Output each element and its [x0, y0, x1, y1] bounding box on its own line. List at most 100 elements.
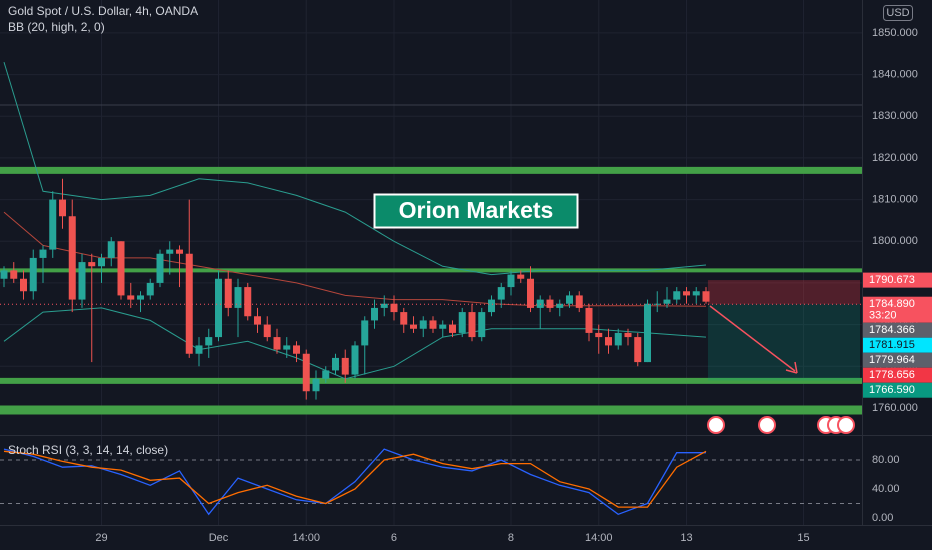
- candle-body: [497, 287, 505, 300]
- candle-body: [10, 270, 18, 279]
- candle-body: [351, 345, 359, 375]
- rsi-title: Stoch RSI (3, 3, 14, 14, close): [8, 443, 168, 457]
- x-tick-label: 8: [508, 532, 514, 544]
- plot-layer: [0, 61, 862, 516]
- candle-body: [214, 278, 222, 338]
- x-tick-label: Dec: [209, 532, 229, 544]
- x-tick-label: 13: [680, 532, 692, 544]
- currency: USD: [886, 7, 909, 19]
- indicator-label: BB (20, high, 2, 0): [8, 20, 105, 34]
- candle-body: [117, 241, 125, 296]
- rsi-line: [3, 448, 706, 516]
- candle-body: [643, 303, 651, 363]
- price-marker: [863, 322, 932, 338]
- candle-body: [361, 320, 369, 346]
- y-tick-label: 80.00: [872, 454, 900, 466]
- candle-body: [156, 253, 164, 283]
- candle-body: [263, 324, 271, 338]
- annotation-text: Orion Markets: [399, 197, 554, 223]
- candle-body: [458, 312, 466, 333]
- candle-body: [195, 345, 203, 354]
- candle-body: [341, 357, 349, 375]
- price-marker: [863, 272, 932, 288]
- price-marker-label: 1779.964: [869, 354, 915, 366]
- y-tick-label: 1840.000: [872, 68, 918, 80]
- price-marker-label: 1784.890: [869, 298, 915, 310]
- candle-body: [390, 303, 398, 313]
- candle-body: [88, 262, 96, 267]
- rsi-line: [3, 450, 707, 508]
- candle-body: [175, 249, 183, 254]
- candle-body: [380, 303, 388, 308]
- candle-body: [507, 274, 515, 288]
- candle-body: [448, 324, 456, 333]
- countdown: 33:20: [869, 310, 897, 322]
- candle-body: [253, 316, 261, 325]
- chart-title: Gold Spot / U.S. Dollar, 4h, OANDA: [8, 4, 198, 18]
- candle-body: [273, 337, 281, 350]
- annotation-box: [373, 193, 579, 229]
- y-tick-label: 1800.000: [872, 235, 918, 247]
- price-marker-label: 1790.673: [869, 274, 915, 286]
- candle-body: [419, 320, 427, 329]
- candle-body: [604, 337, 612, 346]
- candle-body: [166, 249, 174, 254]
- y-tick-label: 1760.000: [872, 402, 918, 414]
- candle-body: [702, 291, 710, 302]
- bb-upper: [3, 61, 707, 276]
- price-marker-label: 1766.590: [869, 384, 915, 396]
- candle-body: [575, 295, 583, 308]
- candle-body: [682, 291, 690, 296]
- x-tick-label: 29: [95, 532, 107, 544]
- x-tick-label: 14:00: [292, 532, 320, 544]
- candle-body: [595, 332, 603, 338]
- candle-body: [283, 345, 291, 350]
- candle-body: [224, 278, 232, 308]
- candle-body: [546, 299, 554, 308]
- candle-body: [136, 295, 144, 300]
- candle-body: [29, 257, 37, 292]
- price-marker-label: 1784.366: [869, 324, 915, 336]
- x-tick-label: 6: [391, 532, 397, 544]
- candle-body: [624, 332, 632, 338]
- candle-body: [97, 257, 105, 267]
- candle-body: [244, 287, 252, 317]
- candle-body: [331, 357, 339, 371]
- candle-body: [127, 295, 135, 300]
- candle-body: [19, 278, 27, 292]
- event-flag[interactable]: [758, 416, 776, 434]
- candle-body: [78, 262, 86, 300]
- y-tick-label: 1850.000: [872, 27, 918, 39]
- arrow-line: [709, 305, 796, 372]
- event-flag[interactable]: [837, 416, 855, 434]
- candle-body: [39, 249, 47, 258]
- y-tick-label: 0.00: [872, 512, 893, 524]
- y-tick-label: 1810.000: [872, 193, 918, 205]
- price-marker: [863, 337, 932, 353]
- candle-body: [614, 332, 622, 346]
- candle-body: [234, 287, 242, 308]
- arrow-head: [785, 361, 798, 374]
- price-marker-label: 1778.656: [869, 369, 915, 381]
- y-tick-label: 1830.000: [872, 110, 918, 122]
- candle-body: [0, 270, 8, 279]
- candle-body: [370, 307, 378, 321]
- event-flag[interactable]: [707, 416, 725, 434]
- candle-body: [409, 324, 417, 329]
- price-marker: [863, 352, 932, 368]
- price-marker: [863, 367, 932, 383]
- candle-body: [49, 199, 57, 250]
- candle-body: [653, 303, 661, 305]
- candle-body: [429, 320, 437, 329]
- candle-body: [400, 312, 408, 325]
- x-tick-label: 15: [797, 532, 809, 544]
- candle-body: [634, 337, 642, 363]
- currency-box[interactable]: [883, 5, 913, 21]
- candle-body: [322, 370, 330, 379]
- stop-zone: [707, 280, 861, 305]
- candle-body: [146, 282, 154, 296]
- candle-body: [185, 253, 193, 354]
- candle-body: [107, 241, 115, 258]
- candle-body: [439, 324, 447, 329]
